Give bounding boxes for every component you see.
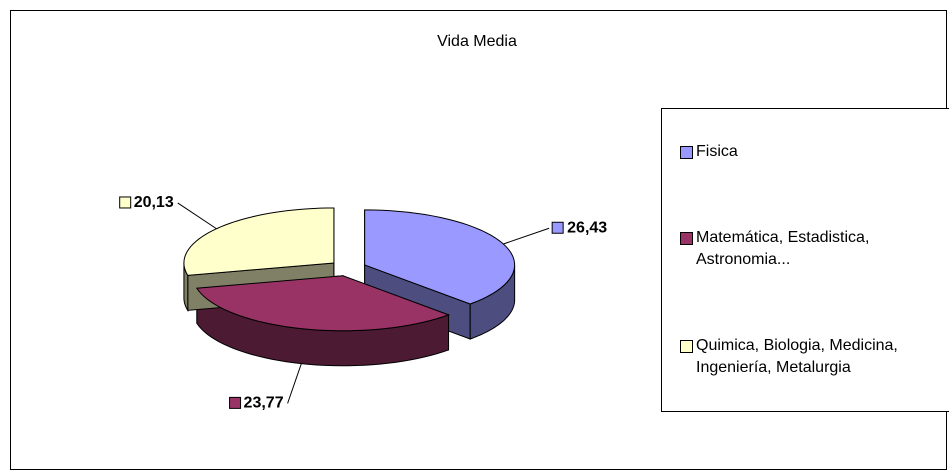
chart-title: Vida Media: [437, 33, 517, 50]
data-label-swatch: [119, 196, 132, 209]
leader-line: [177, 202, 217, 230]
leader-line: [503, 227, 550, 245]
data-label: 23,77: [244, 395, 284, 412]
legend-entry: Quimica, Biologia, Medicina, Ingeniería,…: [680, 335, 949, 379]
legend-entry: Matemática, Estadistica, Astronomia...: [680, 227, 949, 271]
data-label-swatch: [229, 396, 242, 409]
data-label: 26,43: [567, 219, 607, 236]
legend: Fisica Matemática, Estadistica, Astronomi…: [661, 108, 949, 412]
legend-entry: Fisica: [680, 141, 949, 163]
data-label: 20,13: [134, 194, 174, 211]
legend-swatch: [680, 146, 693, 159]
data-label-swatch: [551, 221, 564, 234]
legend-swatch: [680, 340, 693, 353]
legend-swatch: [680, 232, 693, 245]
slice: [195, 275, 451, 332]
pie-tops: [183, 207, 516, 332]
legend-label: Fisica: [696, 143, 738, 160]
legend-label: Quimica, Biologia, Medicina, Ingeniería,…: [696, 337, 898, 376]
legend-label: Matemática, Estadistica, Astronomia...: [696, 229, 870, 268]
leader-line: [287, 363, 302, 404]
